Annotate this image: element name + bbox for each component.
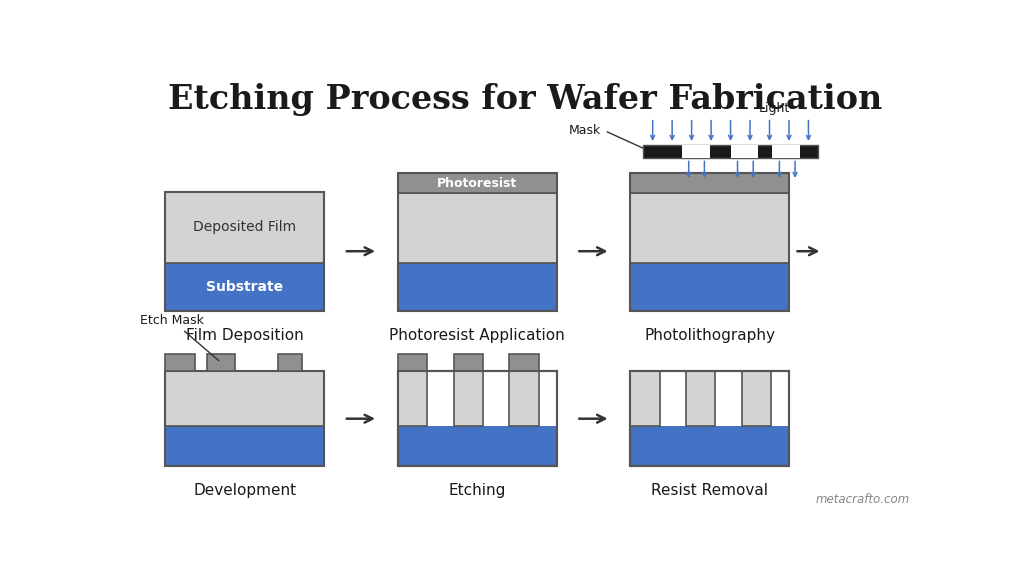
Text: Photolithography: Photolithography bbox=[644, 328, 775, 343]
Bar bbox=[686, 371, 716, 426]
Text: Film Deposition: Film Deposition bbox=[185, 328, 303, 343]
Bar bbox=[509, 354, 539, 371]
Bar bbox=[397, 354, 427, 371]
Bar bbox=[630, 193, 790, 263]
Bar bbox=[397, 426, 557, 467]
Text: Etching: Etching bbox=[449, 483, 506, 498]
Bar bbox=[454, 354, 483, 371]
Text: metacrafto.com: metacrafto.com bbox=[816, 494, 910, 506]
Bar bbox=[165, 263, 324, 311]
Bar bbox=[165, 354, 195, 371]
Bar bbox=[397, 371, 557, 426]
Text: Mask: Mask bbox=[568, 124, 601, 137]
Bar bbox=[630, 263, 790, 311]
Bar bbox=[682, 145, 710, 158]
Bar bbox=[730, 145, 759, 158]
Bar bbox=[397, 173, 557, 311]
Bar bbox=[397, 263, 557, 311]
Bar bbox=[207, 354, 234, 371]
Bar bbox=[279, 354, 302, 371]
Bar bbox=[509, 371, 539, 426]
Bar bbox=[397, 371, 557, 467]
Bar bbox=[397, 426, 557, 467]
Bar bbox=[165, 371, 324, 467]
Text: Photoresist Application: Photoresist Application bbox=[389, 328, 565, 343]
Bar bbox=[397, 371, 427, 426]
Bar bbox=[165, 371, 324, 426]
Bar bbox=[165, 192, 324, 311]
Bar bbox=[741, 371, 771, 426]
Bar bbox=[397, 173, 557, 193]
Bar bbox=[630, 371, 790, 467]
Text: Substrate: Substrate bbox=[206, 280, 284, 294]
Text: Etch Mask: Etch Mask bbox=[139, 314, 219, 361]
Text: Light: Light bbox=[759, 101, 790, 115]
Bar bbox=[397, 371, 557, 467]
Bar bbox=[630, 173, 790, 311]
Text: Deposited Film: Deposited Film bbox=[194, 221, 296, 234]
Bar bbox=[643, 145, 818, 158]
Bar bbox=[630, 426, 790, 467]
Bar bbox=[772, 145, 801, 158]
Bar bbox=[630, 371, 790, 467]
Text: Etching Process for Wafer Fabrication: Etching Process for Wafer Fabrication bbox=[168, 83, 882, 116]
Bar bbox=[165, 426, 324, 467]
Bar bbox=[630, 371, 790, 426]
Bar bbox=[630, 371, 659, 426]
Text: Development: Development bbox=[194, 483, 296, 498]
Text: Resist Removal: Resist Removal bbox=[651, 483, 768, 498]
Bar bbox=[630, 173, 790, 193]
Bar bbox=[454, 371, 483, 426]
Text: Photoresist: Photoresist bbox=[437, 177, 517, 190]
Bar bbox=[630, 426, 790, 467]
Bar bbox=[165, 192, 324, 263]
Bar bbox=[397, 193, 557, 263]
